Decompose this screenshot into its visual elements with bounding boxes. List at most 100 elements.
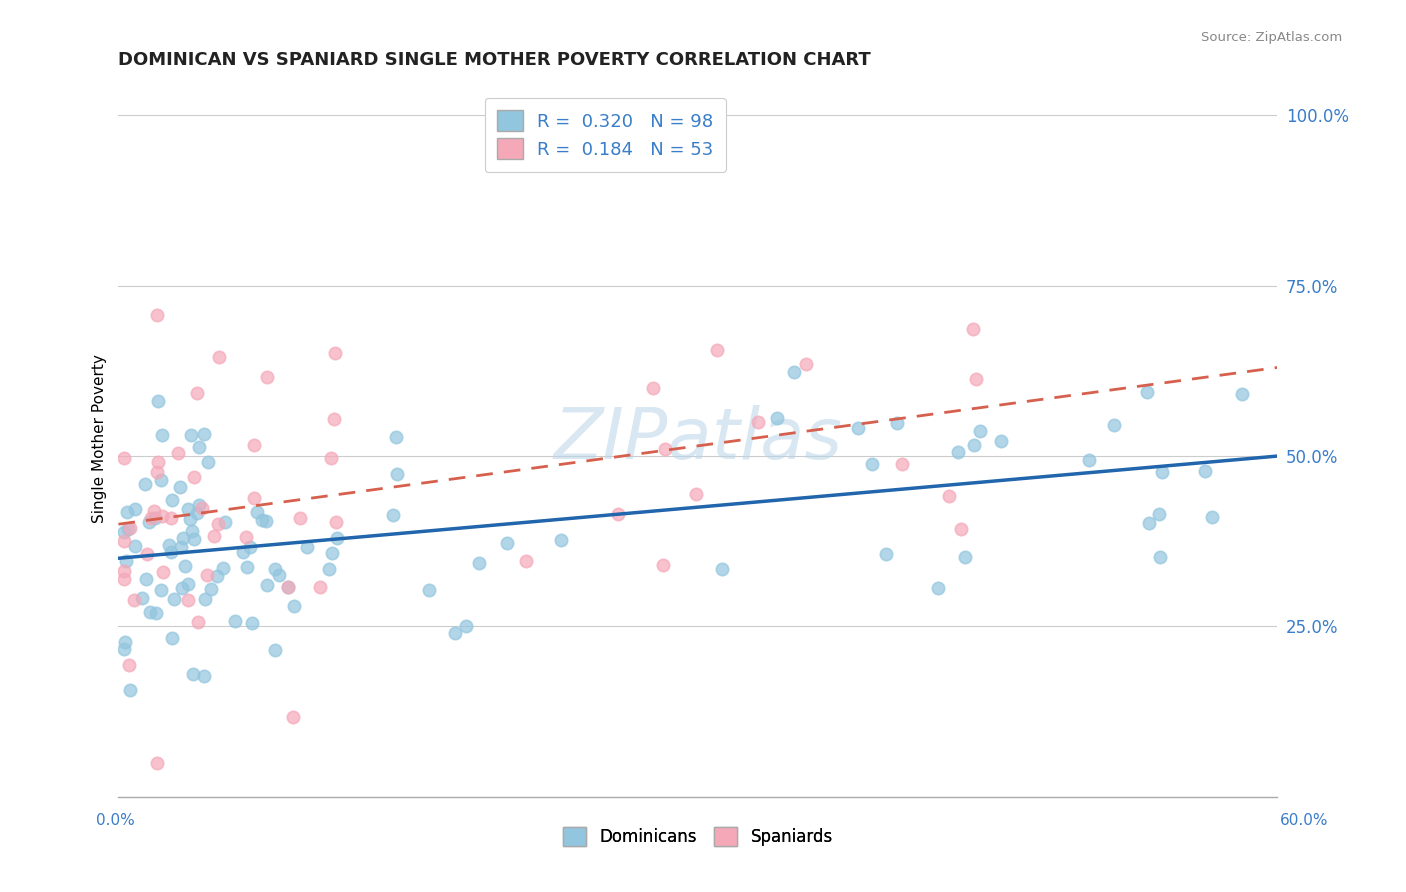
Point bbox=[211, 560, 233, 574]
Point bbox=[112, 641, 135, 656]
Point bbox=[325, 345, 347, 359]
Point bbox=[256, 578, 278, 592]
Point bbox=[112, 572, 135, 586]
Point bbox=[202, 529, 225, 543]
Point bbox=[157, 538, 180, 552]
Point bbox=[145, 606, 167, 620]
Point bbox=[163, 592, 186, 607]
Point bbox=[443, 626, 465, 640]
Point bbox=[187, 498, 209, 512]
Point bbox=[990, 434, 1012, 448]
Point bbox=[138, 516, 160, 530]
Point bbox=[950, 522, 973, 536]
Point bbox=[242, 438, 264, 452]
Point bbox=[766, 411, 789, 425]
Point bbox=[193, 426, 215, 441]
Point bbox=[243, 491, 266, 505]
Point bbox=[953, 549, 976, 564]
Point bbox=[118, 683, 141, 698]
Point bbox=[1149, 507, 1171, 521]
Point bbox=[468, 556, 491, 570]
Point bbox=[193, 592, 215, 607]
Point bbox=[195, 568, 218, 582]
Point bbox=[747, 416, 769, 430]
Point bbox=[963, 437, 986, 451]
Point bbox=[245, 505, 267, 519]
Point bbox=[141, 511, 163, 525]
Point bbox=[382, 508, 405, 522]
Text: 0.0%: 0.0% bbox=[96, 814, 135, 828]
Point bbox=[239, 541, 262, 555]
Point bbox=[208, 350, 231, 364]
Point bbox=[186, 506, 208, 520]
Point bbox=[846, 420, 869, 434]
Point bbox=[160, 511, 183, 525]
Point bbox=[946, 445, 969, 459]
Point bbox=[969, 424, 991, 438]
Point bbox=[200, 582, 222, 596]
Point bbox=[794, 357, 817, 371]
Point bbox=[177, 577, 200, 591]
Point bbox=[186, 385, 208, 400]
Point bbox=[150, 473, 173, 487]
Point bbox=[169, 540, 191, 554]
Point bbox=[938, 489, 960, 503]
Point bbox=[131, 591, 153, 606]
Point bbox=[783, 365, 806, 379]
Point bbox=[235, 530, 257, 544]
Point bbox=[1149, 549, 1171, 564]
Point bbox=[136, 547, 159, 561]
Point bbox=[146, 455, 169, 469]
Point bbox=[112, 525, 135, 540]
Point bbox=[181, 667, 204, 681]
Point bbox=[1194, 464, 1216, 478]
Point bbox=[146, 756, 169, 770]
Point bbox=[224, 615, 246, 629]
Point bbox=[187, 615, 209, 629]
Point bbox=[322, 411, 344, 425]
Point bbox=[550, 533, 572, 547]
Point bbox=[170, 581, 193, 595]
Point bbox=[117, 658, 139, 673]
Point bbox=[685, 487, 707, 501]
Point bbox=[319, 451, 342, 466]
Point bbox=[146, 393, 169, 408]
Point bbox=[235, 559, 257, 574]
Point bbox=[232, 545, 254, 559]
Point bbox=[193, 668, 215, 682]
Point bbox=[264, 562, 287, 576]
Point bbox=[122, 593, 145, 607]
Point bbox=[281, 710, 304, 724]
Text: 60.0%: 60.0% bbox=[1281, 814, 1329, 828]
Point bbox=[710, 562, 733, 576]
Point bbox=[277, 580, 299, 594]
Point bbox=[965, 372, 987, 386]
Point bbox=[115, 554, 138, 568]
Point bbox=[152, 565, 174, 579]
Point bbox=[1201, 510, 1223, 524]
Point bbox=[418, 582, 440, 597]
Point bbox=[321, 546, 343, 560]
Point bbox=[264, 643, 287, 657]
Point bbox=[214, 515, 236, 529]
Point bbox=[143, 503, 166, 517]
Point bbox=[197, 455, 219, 469]
Point bbox=[326, 531, 349, 545]
Point bbox=[890, 457, 912, 471]
Point bbox=[138, 605, 160, 619]
Point bbox=[179, 428, 201, 442]
Point bbox=[254, 514, 277, 528]
Point bbox=[124, 539, 146, 553]
Point bbox=[124, 502, 146, 516]
Y-axis label: Single Mother Poverty: Single Mother Poverty bbox=[93, 355, 107, 524]
Point bbox=[162, 631, 184, 645]
Point bbox=[134, 477, 156, 491]
Point bbox=[135, 572, 157, 586]
Point bbox=[166, 446, 188, 460]
Point bbox=[385, 429, 408, 443]
Point bbox=[1137, 516, 1160, 530]
Point bbox=[160, 545, 183, 559]
Point bbox=[496, 536, 519, 550]
Point bbox=[654, 442, 676, 456]
Point bbox=[283, 599, 305, 613]
